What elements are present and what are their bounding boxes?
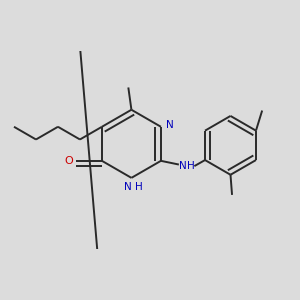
Text: N: N (124, 182, 132, 191)
Text: O: O (64, 156, 73, 166)
Text: N: N (179, 161, 187, 171)
Text: H: H (187, 161, 194, 171)
Text: H: H (135, 182, 143, 191)
Text: N: N (166, 120, 174, 130)
